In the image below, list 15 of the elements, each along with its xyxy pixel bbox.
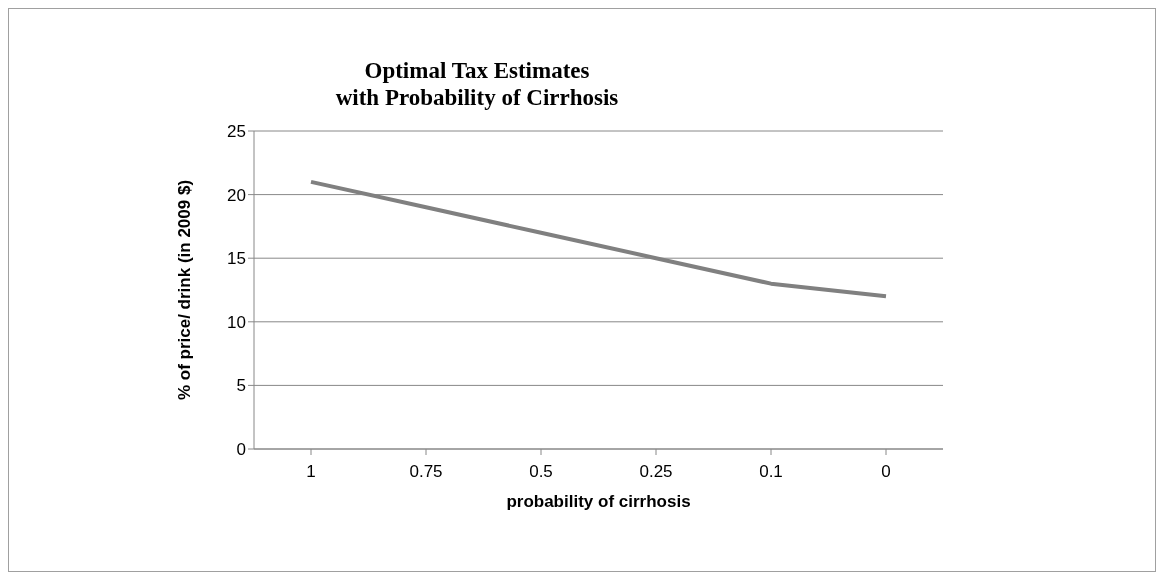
chart-title: Optimal Tax Estimates with Probability of Cirrhosis: [334, 57, 620, 111]
x-tick-label: 1: [306, 462, 316, 482]
y-tick-label: 15: [227, 249, 246, 269]
y-tick-label: 10: [227, 312, 246, 332]
y-axis-title: % of price/ drink (in 2009 $): [175, 179, 195, 401]
x-tick-label: 0.1: [759, 462, 783, 482]
x-tick-label: 0: [881, 462, 891, 482]
x-tick-label: 0.5: [529, 462, 553, 482]
y-tick-label: 5: [236, 376, 246, 396]
x-axis-title: probability of cirrhosis: [506, 492, 691, 511]
y-tick-label: 25: [227, 122, 246, 142]
x-tick-label: 0.25: [639, 462, 673, 482]
y-tick-label: 0: [236, 440, 246, 460]
x-tick-label: 0.75: [409, 462, 443, 482]
y-tick-label: 20: [227, 185, 246, 205]
